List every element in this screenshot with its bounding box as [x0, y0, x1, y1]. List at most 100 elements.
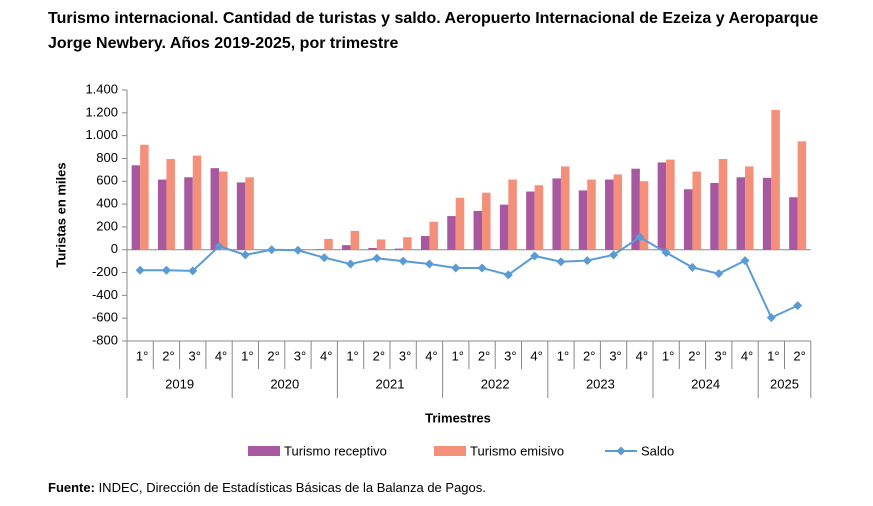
- bar: [236, 182, 246, 250]
- x-axis-label: Trimestres: [425, 410, 491, 425]
- bar: [368, 248, 377, 250]
- group-label: 2021: [376, 376, 405, 391]
- group-label: 2020: [270, 376, 299, 391]
- marker: [635, 232, 645, 242]
- group-label: 2024: [691, 376, 720, 391]
- bar: [403, 237, 412, 250]
- bar: [718, 159, 728, 250]
- marker: [714, 269, 724, 279]
- x-tick-label: 1°: [662, 348, 674, 363]
- bar: [605, 179, 614, 250]
- group-label: 2022: [481, 376, 510, 391]
- x-tick-label: 4°: [320, 348, 332, 363]
- bar: [499, 204, 509, 250]
- marker: [477, 263, 487, 273]
- marker: [214, 241, 224, 251]
- marker: [319, 253, 329, 263]
- marker: [451, 263, 461, 273]
- group-label: 2025: [770, 376, 799, 391]
- bar: [578, 190, 588, 250]
- x-tick-label: 4°: [636, 348, 648, 363]
- bar: [420, 236, 430, 250]
- y-axis-label: Turistas en miles: [53, 162, 68, 267]
- bar: [771, 109, 780, 250]
- bar: [297, 249, 307, 250]
- y-tick-label: -200: [92, 264, 118, 279]
- x-tick-label: 1°: [452, 348, 464, 363]
- x-tick-label: 3°: [715, 348, 727, 363]
- marker: [766, 313, 776, 323]
- marker: [530, 251, 540, 261]
- chart-title: Jorge Newbery. Años 2019-2025, por trime…: [48, 35, 398, 52]
- source: Fuente: INDEC, Dirección de Estadísticas…: [48, 480, 486, 495]
- x-tick-label: 1°: [241, 348, 253, 363]
- marker: [661, 248, 671, 258]
- y-tick-label: -600: [92, 310, 118, 325]
- bar: [482, 192, 491, 250]
- marker: [293, 245, 303, 255]
- legend-swatch: [248, 446, 280, 456]
- x-tick-label: 4°: [530, 348, 542, 363]
- bar: [683, 189, 693, 250]
- marker: [424, 259, 434, 269]
- x-tick-label: 3°: [504, 348, 516, 363]
- marker: [582, 256, 592, 266]
- bar: [657, 162, 667, 250]
- bar: [631, 168, 640, 250]
- x-tick-label: 3°: [399, 348, 411, 363]
- x-tick-label: 2°: [162, 348, 174, 363]
- x-tick-label: 2°: [478, 348, 490, 363]
- x-tick-label: 1°: [767, 348, 779, 363]
- group-label: 2023: [586, 376, 615, 391]
- y-tick-label: 800: [96, 150, 118, 165]
- x-tick-label: 1°: [346, 348, 358, 363]
- bar: [745, 166, 754, 250]
- line: [140, 235, 799, 319]
- bar: [534, 185, 544, 250]
- bar: [376, 239, 386, 250]
- bar: [166, 159, 175, 250]
- bar: [508, 179, 517, 250]
- legend-label: Turismo emisivo: [470, 443, 564, 458]
- y-tick-label: 1.000: [85, 127, 118, 142]
- bar: [157, 179, 167, 250]
- y-tick-label: 200: [96, 218, 118, 233]
- x-tick-label: 2°: [583, 348, 595, 363]
- x-tick-label: 2°: [373, 348, 385, 363]
- y-tick-label: -800: [92, 332, 118, 347]
- x-tick-label: 3°: [294, 348, 306, 363]
- marker: [161, 265, 171, 275]
- bar: [324, 238, 333, 250]
- x-tick-label: 3°: [189, 348, 201, 363]
- bar: [245, 177, 254, 250]
- legend-label: Turismo receptivo: [284, 443, 387, 458]
- legend-label: Saldo: [641, 443, 674, 458]
- legend-marker: [616, 446, 626, 456]
- bar: [797, 141, 807, 250]
- marker: [740, 256, 750, 266]
- chart-title: Turismo internacional. Cantidad de turis…: [48, 10, 818, 27]
- x-tick-label: 4°: [741, 348, 753, 363]
- bar: [184, 177, 193, 250]
- marker: [556, 257, 566, 267]
- marker: [503, 270, 513, 280]
- bar: [587, 179, 596, 250]
- bar: [315, 249, 325, 250]
- group-label: 2019: [165, 376, 194, 391]
- y-tick-label: 400: [96, 196, 118, 211]
- source-label: Fuente:: [48, 480, 95, 495]
- bar: [526, 191, 535, 250]
- bar: [210, 168, 220, 250]
- bar: [350, 230, 360, 250]
- marker: [267, 245, 277, 255]
- bar: [789, 197, 798, 250]
- bar: [560, 166, 570, 250]
- y-tick-label: 1.400: [85, 81, 118, 96]
- bar: [219, 171, 228, 250]
- bar: [552, 178, 561, 250]
- bar: [710, 182, 719, 250]
- legend-swatch: [434, 446, 466, 456]
- marker: [240, 250, 250, 260]
- bar: [447, 216, 456, 250]
